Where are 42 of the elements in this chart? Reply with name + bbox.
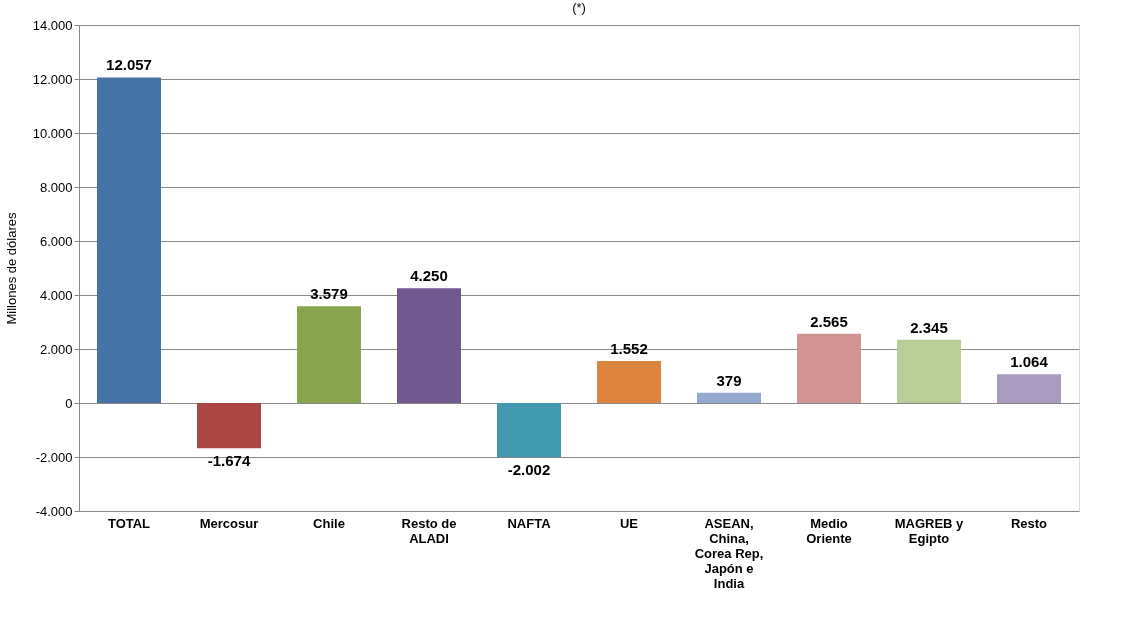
data-label: 2.565: [810, 312, 848, 330]
y-tick-label: -4.000: [35, 503, 73, 519]
bar: [897, 339, 961, 403]
bar: [997, 374, 1061, 403]
bar: [397, 288, 461, 403]
y-tick-label: 6.000: [39, 233, 73, 249]
y-tick-label: 14.000: [32, 17, 73, 33]
y-tick-label: 8.000: [39, 179, 73, 195]
bar: [597, 361, 661, 403]
data-label: 2.345: [910, 318, 948, 336]
x-tick-label: TOTAL: [107, 515, 151, 531]
y-tick-label: 0: [65, 395, 73, 411]
x-tick-label: ASEAN, China, Corea Rep, Japón e India: [694, 515, 764, 591]
data-label: 3.579: [310, 285, 348, 303]
data-label: 4.250: [410, 267, 448, 285]
x-tick-label: Resto de ALADI: [401, 515, 457, 546]
bar: [97, 77, 161, 403]
bar: [197, 403, 261, 449]
data-label: 1.064: [1010, 353, 1049, 371]
data-label: -1.674: [207, 452, 251, 470]
data-label: -2.002: [507, 461, 551, 479]
x-tick-label: Mercosur: [199, 515, 259, 531]
y-tick-label: 4.000: [39, 287, 73, 303]
data-label: 1.552: [610, 340, 648, 358]
chart-title: (*): [572, 0, 586, 15]
x-tick-label: MAGREB y Egipto: [894, 515, 965, 546]
x-tick-label: NAFTA: [507, 515, 552, 531]
bar: [297, 306, 361, 403]
data-label: 12.057: [106, 56, 152, 74]
x-tick-label: Chile: [313, 515, 345, 531]
y-tick-label: 12.000: [32, 71, 73, 87]
bar: [697, 392, 761, 403]
y-tick-label: 2.000: [39, 341, 73, 357]
y-axis-title: Millones de dólares: [3, 212, 19, 325]
bar: [497, 403, 561, 458]
y-tick-label: -2.000: [35, 449, 73, 465]
y-tick-label: 10.000: [32, 125, 73, 141]
x-tick-label: UE: [619, 515, 639, 531]
data-label: 379: [716, 371, 742, 389]
x-tick-label: Resto: [1010, 515, 1048, 531]
x-tick-label: Medio Oriente: [806, 515, 852, 546]
bar: [797, 333, 861, 403]
